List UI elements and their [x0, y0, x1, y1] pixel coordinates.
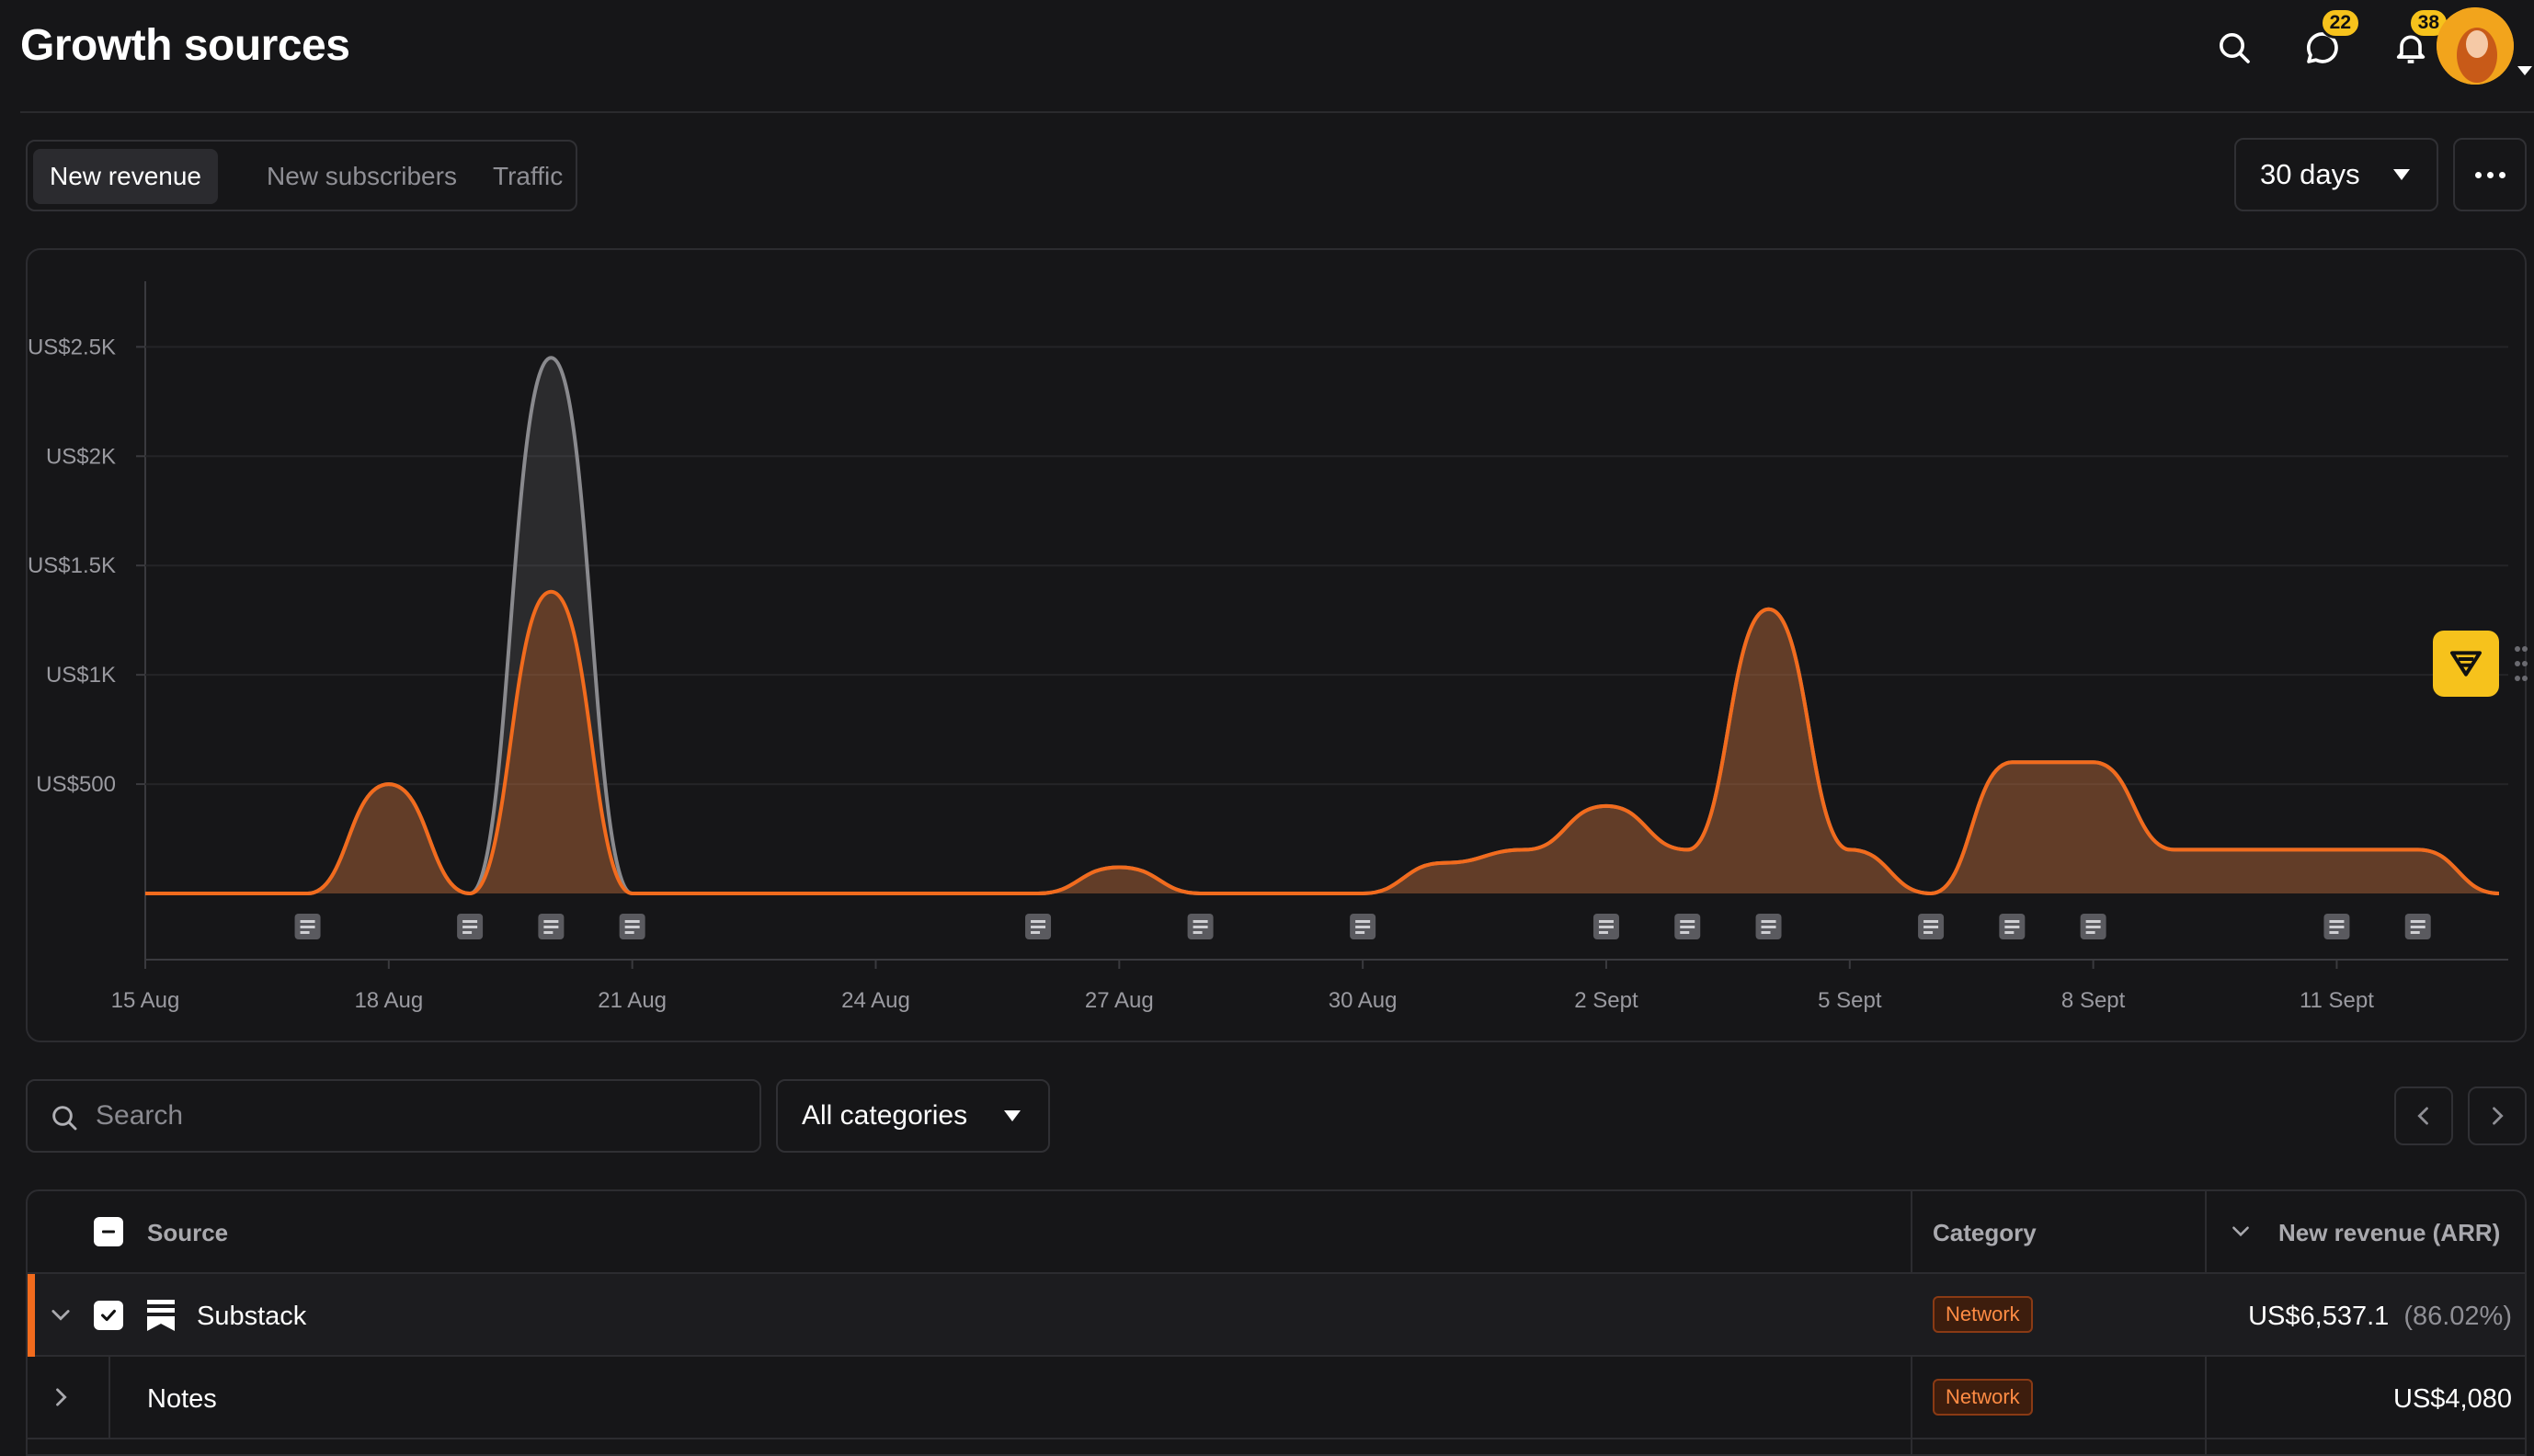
category-column-header[interactable]: Category: [1933, 1219, 2037, 1246]
revenue-amount: US$6,537.1: [2248, 1302, 2390, 1331]
more-options-button[interactable]: [2453, 138, 2527, 211]
filter-funnel-icon: [2450, 651, 2482, 677]
prev-page-button[interactable]: [2394, 1086, 2453, 1145]
date-range-label: 30 days: [2260, 158, 2360, 190]
note-marker-icon[interactable]: [1592, 914, 1619, 939]
source-name: Substack: [197, 1302, 307, 1331]
x-tick-label: 8 Sept: [2061, 988, 2126, 1013]
minus-icon: [102, 1230, 115, 1234]
revenue-share: (86.02%): [2403, 1302, 2512, 1331]
note-marker-icon[interactable]: [2323, 914, 2350, 939]
date-range-dropdown[interactable]: 30 days: [2234, 138, 2438, 211]
caret-down-icon: [2392, 169, 2410, 180]
x-tick-label: 24 Aug: [841, 988, 910, 1013]
sources-table: Source Category New revenue (ARR) Substa…: [26, 1189, 2527, 1456]
more-dots-icon: [2474, 171, 2482, 178]
x-tick-label: 5 Sept: [1818, 988, 1882, 1013]
avatar-caret-icon[interactable]: [2517, 66, 2532, 75]
tab-traffic[interactable]: Traffic: [493, 162, 564, 190]
user-portrait-icon: [2437, 7, 2514, 85]
y-tick-label: US$2K: [46, 444, 116, 469]
table-row[interactable]: Substack Network US$6,537.1 (86.02%): [28, 1274, 2525, 1357]
revenue-column-header[interactable]: New revenue (ARR): [2278, 1219, 2501, 1246]
y-tick-label: US$500: [36, 772, 116, 797]
messages-button[interactable]: 22: [2293, 7, 2361, 77]
x-tick-label: 11 Sept: [2300, 988, 2374, 1013]
note-marker-icon[interactable]: [1918, 914, 1945, 939]
select-all-checkbox[interactable]: [94, 1217, 123, 1246]
search-input[interactable]: [96, 1094, 739, 1138]
note-marker-icon[interactable]: [2404, 914, 2431, 939]
y-tick-label: US$2.5K: [28, 335, 116, 359]
category-badge: Network: [1933, 1296, 2033, 1333]
note-marker-icon[interactable]: [1999, 914, 2026, 939]
x-tick-label: 21 Aug: [598, 988, 667, 1013]
revenue-amount: US$4,080: [2393, 1384, 2512, 1414]
notifications-badge: 38: [2407, 7, 2449, 39]
tab-new-revenue[interactable]: New revenue: [33, 149, 218, 204]
x-tick-label: 15 Aug: [111, 988, 180, 1013]
search-icon: [2220, 33, 2250, 63]
category-select[interactable]: All categories: [776, 1079, 1050, 1153]
table-row[interactable]: Notes Network US$4,080: [28, 1357, 2525, 1439]
messages-badge: 22: [2319, 7, 2361, 39]
revenue-value: US$6,537.1 (86.02%): [2248, 1302, 2512, 1332]
search-icon: [52, 1106, 77, 1131]
page-header: Growth sources 22 38: [20, 0, 2534, 113]
x-tick-label: 18 Aug: [354, 988, 423, 1013]
search-button[interactable]: [2205, 18, 2264, 77]
chevron-right-icon[interactable]: [48, 1384, 74, 1410]
note-marker-icon[interactable]: [1025, 914, 1052, 939]
filter-fab-button[interactable]: [2433, 631, 2499, 697]
note-marker-icon[interactable]: [538, 914, 565, 939]
note-marker-icon[interactable]: [2080, 914, 2106, 939]
caret-down-icon: [1004, 1110, 1022, 1121]
indent-guide: [108, 1357, 110, 1439]
note-marker-icon[interactable]: [1755, 914, 1782, 939]
sort-chevron-down-icon[interactable]: [2229, 1219, 2253, 1243]
note-marker-icon[interactable]: [294, 914, 321, 939]
x-tick-label: 30 Aug: [1329, 988, 1398, 1013]
chevron-down-icon[interactable]: [48, 1302, 74, 1327]
chevron-right-icon: [2493, 1107, 2504, 1125]
category-select-label: All categories: [802, 1100, 968, 1131]
page-title: Growth sources: [20, 21, 350, 70]
y-tick-label: US$1K: [46, 663, 116, 688]
note-marker-icon[interactable]: [1674, 914, 1701, 939]
metric-tabs: New revenue New subscribers Traffic: [26, 140, 577, 211]
next-page-button[interactable]: [2468, 1086, 2527, 1145]
chat-bubble-icon: [2307, 32, 2338, 63]
notifications-button[interactable]: 38: [2381, 7, 2449, 77]
check-icon: [101, 1309, 116, 1322]
revenue-value: US$4,080: [2393, 1384, 2512, 1415]
series-area: [145, 591, 2499, 893]
x-tick-label: 27 Aug: [1085, 988, 1154, 1013]
row-checkbox[interactable]: [94, 1301, 123, 1330]
table-header-row: Source Category New revenue (ARR): [28, 1191, 2525, 1274]
search-field[interactable]: [26, 1079, 761, 1153]
revenue-chart: US$500 US$1K US$1.5K US$2K US$2.5K 15 Aug 18 A…: [28, 281, 2508, 1013]
substack-logo-icon: [147, 1300, 175, 1331]
chevron-left-icon: [2417, 1107, 2428, 1125]
note-marker-icon[interactable]: [619, 914, 645, 939]
note-marker-icon[interactable]: [457, 914, 484, 939]
category-badge: Network: [1933, 1379, 2033, 1416]
x-tick-label: 2 Sept: [1574, 988, 1638, 1013]
bell-icon: [2396, 35, 2426, 63]
avatar[interactable]: [2437, 7, 2514, 85]
note-marker-icon[interactable]: [1350, 914, 1376, 939]
source-column-header[interactable]: Source: [147, 1219, 229, 1246]
drag-handle-icon[interactable]: [2514, 643, 2528, 684]
row-accent-bar: [28, 1274, 35, 1357]
revenue-chart-card: US$500 US$1K US$1.5K US$2K US$2.5K 15 Aug 18 A…: [26, 248, 2527, 1042]
series-line: [145, 589, 2500, 896]
tab-new-subscribers[interactable]: New subscribers: [267, 162, 457, 190]
note-marker-icon[interactable]: [1187, 914, 1214, 939]
y-tick-label: US$1.5K: [28, 553, 116, 578]
source-name: Notes: [147, 1384, 217, 1414]
series-area: [145, 358, 2499, 893]
